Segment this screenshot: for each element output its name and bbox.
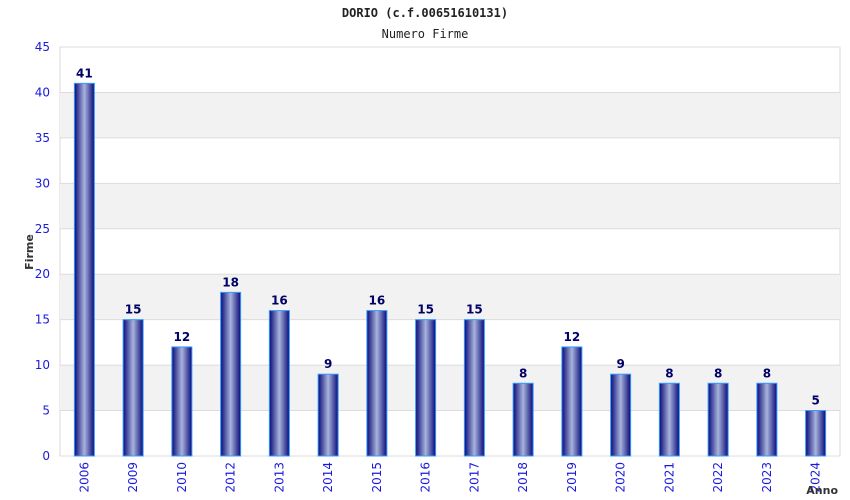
data-label: 18	[222, 275, 239, 289]
data-label: 16	[369, 294, 386, 308]
y-tick-label: 20	[35, 267, 50, 281]
x-axis-label: Anno	[806, 484, 838, 497]
data-label: 41	[76, 66, 93, 80]
bar	[610, 373, 632, 457]
x-tick-label: 2020	[614, 462, 628, 493]
bar	[268, 310, 290, 457]
bar	[317, 373, 339, 457]
bar	[658, 382, 680, 457]
data-label: 5	[811, 394, 819, 408]
x-tick-label: 2022	[711, 462, 725, 493]
y-tick-label: 10	[35, 358, 50, 372]
bar	[73, 82, 95, 457]
grid-band	[60, 92, 840, 138]
bar	[561, 346, 583, 457]
data-label: 8	[519, 366, 527, 380]
y-tick-label: 25	[35, 222, 50, 236]
data-label: 15	[417, 303, 434, 317]
y-axis-label: Firme	[23, 234, 36, 270]
x-tick-label: 2016	[419, 462, 433, 493]
bar	[756, 382, 778, 457]
x-tick-label: 2009	[126, 462, 140, 493]
x-tick-label: 2018	[516, 462, 530, 493]
data-label: 8	[763, 366, 771, 380]
bar	[463, 319, 485, 457]
chart-title: DORIO (c.f.00651610131)	[342, 6, 508, 20]
x-tick-label: 2014	[321, 462, 335, 493]
data-label: 9	[616, 357, 624, 371]
x-tick-label: 2019	[565, 462, 579, 493]
bar	[512, 382, 534, 457]
data-label: 12	[174, 330, 191, 344]
x-tick-label: 2013	[272, 462, 286, 493]
data-label: 9	[324, 357, 332, 371]
data-label: 12	[564, 330, 581, 344]
data-label: 15	[466, 303, 483, 317]
bar	[122, 319, 144, 457]
data-label: 16	[271, 294, 288, 308]
y-tick-label: 30	[35, 176, 50, 190]
x-tick-label: 2024	[809, 462, 823, 493]
grid-band	[60, 274, 840, 320]
y-tick-label: 0	[42, 449, 50, 463]
data-label: 15	[125, 303, 142, 317]
bar	[366, 310, 388, 457]
x-tick-label: 2015	[370, 462, 384, 493]
y-tick-label: 15	[35, 313, 50, 327]
data-label: 8	[665, 366, 673, 380]
x-tick-label: 2021	[662, 462, 676, 493]
bar	[415, 319, 437, 457]
x-tick-label: 2012	[224, 462, 238, 493]
bar	[220, 291, 242, 457]
data-label: 8	[714, 366, 722, 380]
x-tick-label: 2023	[760, 462, 774, 493]
y-tick-label: 40	[35, 85, 50, 99]
chart-subtitle: Numero Firme	[382, 27, 469, 41]
y-tick-label: 45	[35, 40, 50, 54]
y-tick-label: 35	[35, 131, 50, 145]
x-tick-label: 2010	[175, 462, 189, 493]
grid-band	[60, 183, 840, 229]
bar	[171, 346, 193, 457]
bar	[805, 410, 827, 457]
bar	[707, 382, 729, 457]
y-tick-label: 5	[42, 404, 50, 418]
x-tick-label: 2006	[77, 462, 91, 493]
x-tick-label: 2017	[467, 462, 481, 493]
